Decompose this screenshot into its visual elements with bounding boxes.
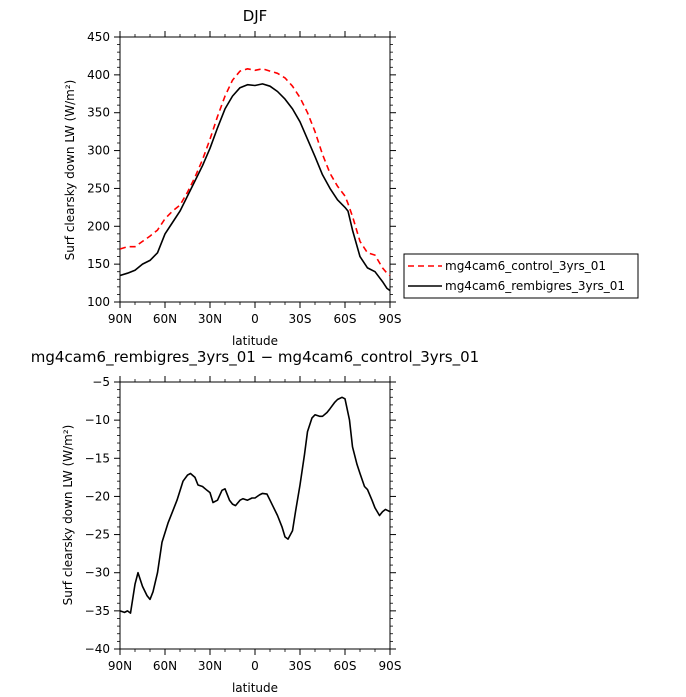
top-y-axis-label-text: Surf clearsky down LW (W/m²) (63, 80, 77, 261)
y-tick-label: 400 (87, 68, 110, 82)
x-tick-label: 30N (198, 312, 222, 326)
series-line-0 (119, 68, 391, 277)
top-title: DJF (243, 7, 268, 25)
top-y-axis-label: Surf clearsky down LW (W/m²) (63, 80, 77, 261)
bottom-title: mg4cam6_rembigres_3yrs_01 − mg4cam6_cont… (31, 348, 479, 367)
top-x-axis-label: latitude (232, 334, 278, 348)
legend-box (403, 253, 639, 299)
top-series (119, 68, 391, 292)
bottom-series (119, 396, 391, 614)
series-line-0 (119, 396, 391, 614)
x-tick-label: 90S (379, 659, 402, 673)
legend-rembigres-label: mg4cam6_rembigres_3yrs_01 (445, 279, 625, 293)
legend: mg4cam6_control_3yrs_01 mg4cam6_rembigre… (403, 253, 639, 299)
x-tick-label: 30N (198, 659, 222, 673)
x-tick-label: 30S (289, 312, 312, 326)
y-tick-label: −5 (92, 375, 110, 389)
y-tick-label: −15 (85, 451, 110, 465)
y-tick-label: −10 (85, 413, 110, 427)
top-ticks: 100 150 200 250 300 350 400 450 90N 60N 30N 0 30S 60S… (87, 30, 401, 326)
y-tick-label: −40 (85, 642, 110, 656)
x-tick-label: 30S (289, 659, 312, 673)
y-tick-label: 200 (87, 219, 110, 233)
x-tick-label: 0 (251, 659, 259, 673)
x-tick-label: 60S (334, 312, 357, 326)
bottom-ticks: −40 −35 −30 −25 −20 −15 −10 −5 90N 60N 30N 0 30S 60S 9… (85, 375, 402, 673)
x-tick-label: 60S (334, 659, 357, 673)
y-tick-label: 250 (87, 181, 110, 195)
y-tick-label: 100 (87, 295, 110, 309)
bottom-x-axis-label: latitude (232, 681, 278, 695)
bottom-y-axis-label: Surf clearsky down LW (W/m²) (61, 425, 75, 606)
y-tick-label: 350 (87, 106, 110, 120)
x-tick-label: 0 (251, 312, 259, 326)
bottom-y-axis-label-text: Surf clearsky down LW (W/m²) (61, 425, 75, 606)
series-line-1 (119, 83, 391, 292)
y-tick-label: 450 (87, 30, 110, 44)
top-panel: DJF 100 150 200 250 300 350 400 450 90N 60N 30N 0 30… (63, 7, 401, 348)
legend-control-label: mg4cam6_control_3yrs_01 (445, 259, 606, 273)
y-tick-label: −20 (85, 489, 110, 503)
top-plot-frame (119, 36, 391, 303)
y-tick-label: −35 (85, 604, 110, 618)
x-tick-label: 60N (153, 312, 177, 326)
x-tick-label: 90S (379, 312, 402, 326)
bottom-panel: mg4cam6_rembigres_3yrs_01 − mg4cam6_cont… (31, 348, 479, 695)
y-tick-label: −25 (85, 528, 110, 542)
x-tick-label: 60N (153, 659, 177, 673)
x-tick-label: 90N (108, 659, 132, 673)
y-tick-label: 150 (87, 257, 110, 271)
y-tick-label: 300 (87, 144, 110, 158)
x-tick-label: 90N (108, 312, 132, 326)
y-tick-label: −30 (85, 566, 110, 580)
